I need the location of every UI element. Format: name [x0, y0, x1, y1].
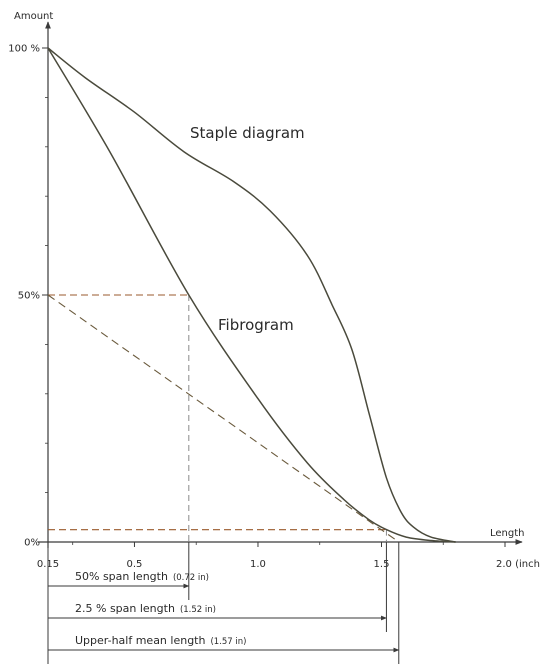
x-tick-label: 0.5 [127, 559, 143, 570]
fibrogram-label: Fibrogram [218, 316, 294, 334]
y-ticks: 100 % 50% 0% [8, 44, 48, 549]
y-axis-title: Amount [14, 11, 53, 22]
bracket-value-text: (1.52 in) [180, 605, 216, 615]
bracket-label: 2.5 % span length (1.52 in) [75, 602, 216, 615]
bracket-label: Upper-half mean length (1.57 in) [75, 634, 246, 647]
tangent-line [47, 294, 400, 543]
y-tick-label: 100 % [8, 44, 40, 55]
bracket-label-text: 2.5 % span length [75, 602, 175, 615]
reference-lines [47, 294, 400, 543]
bracket-value-text: (0.72 in) [173, 573, 209, 583]
x-tick-label: 1.5 [374, 559, 390, 570]
bracket-label-text: 50% span length [75, 570, 168, 583]
y-tick-label: 50% [18, 291, 40, 302]
y-tick-label: 0% [24, 538, 40, 549]
staple-diagram-curve [47, 47, 456, 543]
bracket-label-text: Upper-half mean length [75, 634, 205, 647]
x-ticks: 0.15 0.5 1.0 1.5 [37, 542, 506, 570]
bracket-value-text: (1.57 in) [210, 637, 246, 647]
fibrogram-curve [47, 47, 456, 543]
annotation-brackets: 50% span length (0.72 in) 2.5 % span lengt… [47, 542, 400, 664]
series-group [47, 47, 456, 543]
bracket-label: 50% span length (0.72 in) [75, 570, 209, 583]
x-axis-title: Length [490, 528, 525, 539]
staple-diagram-label: Staple diagram [190, 124, 305, 142]
x-axis-unit: 2.0 (inch) [496, 559, 540, 570]
x-tick-label: 1.0 [250, 559, 266, 570]
